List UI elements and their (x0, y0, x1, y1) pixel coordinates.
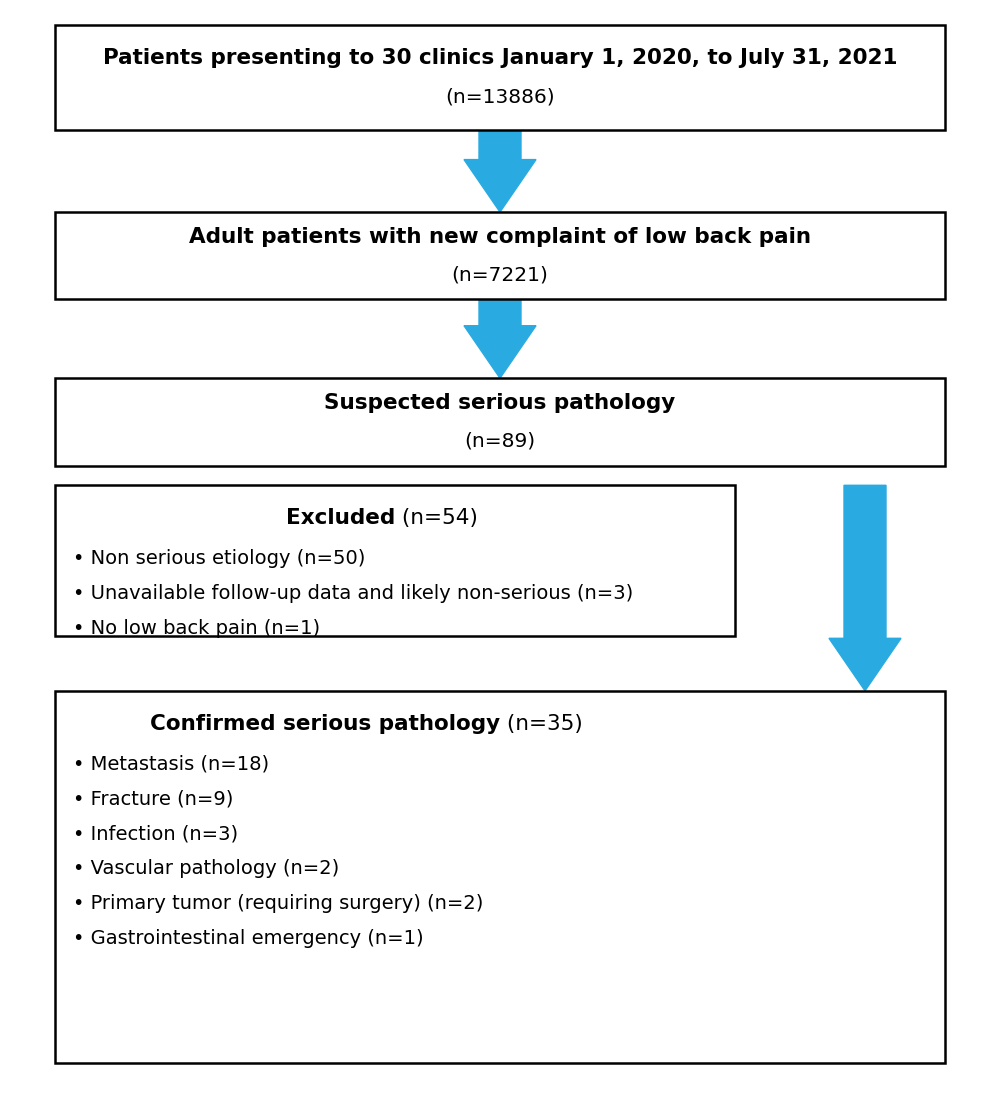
Text: Suspected serious pathology: Suspected serious pathology (324, 392, 676, 413)
Text: • Metastasis (n=18): • Metastasis (n=18) (73, 754, 269, 773)
Text: • Non serious etiology (n=50): • Non serious etiology (n=50) (73, 549, 365, 567)
Text: • Unavailable follow-up data and likely non-serious (n=3): • Unavailable follow-up data and likely … (73, 584, 633, 602)
Polygon shape (829, 485, 901, 691)
Text: • Primary tumor (requiring surgery) (n=2): • Primary tumor (requiring surgery) (n=2… (73, 894, 483, 913)
FancyBboxPatch shape (55, 485, 735, 636)
Polygon shape (464, 299, 536, 378)
Text: • Gastrointestinal emergency (n=1): • Gastrointestinal emergency (n=1) (73, 929, 424, 948)
Polygon shape (464, 130, 536, 212)
Text: Patients presenting to 30 clinics January 1, 2020, to July 31, 2021: Patients presenting to 30 clinics Januar… (103, 48, 897, 69)
FancyBboxPatch shape (55, 25, 945, 130)
FancyBboxPatch shape (55, 691, 945, 1063)
Text: Adult patients with new complaint of low back pain: Adult patients with new complaint of low… (189, 226, 811, 247)
Text: • Vascular pathology (n=2): • Vascular pathology (n=2) (73, 859, 339, 878)
FancyBboxPatch shape (55, 212, 945, 299)
FancyBboxPatch shape (55, 378, 945, 466)
Text: (n=7221): (n=7221) (452, 266, 548, 284)
Text: Confirmed serious pathology: Confirmed serious pathology (150, 714, 500, 733)
Text: • Fracture (n=9): • Fracture (n=9) (73, 789, 233, 808)
Text: • Infection (n=3): • Infection (n=3) (73, 824, 238, 843)
Text: (n=35): (n=35) (500, 714, 583, 733)
Text: (n=13886): (n=13886) (445, 87, 555, 106)
Text: • No low back pain (n=1): • No low back pain (n=1) (73, 619, 320, 637)
Text: Excluded: Excluded (286, 508, 395, 528)
Text: (n=89): (n=89) (464, 432, 536, 450)
Text: (n=54): (n=54) (395, 508, 478, 528)
